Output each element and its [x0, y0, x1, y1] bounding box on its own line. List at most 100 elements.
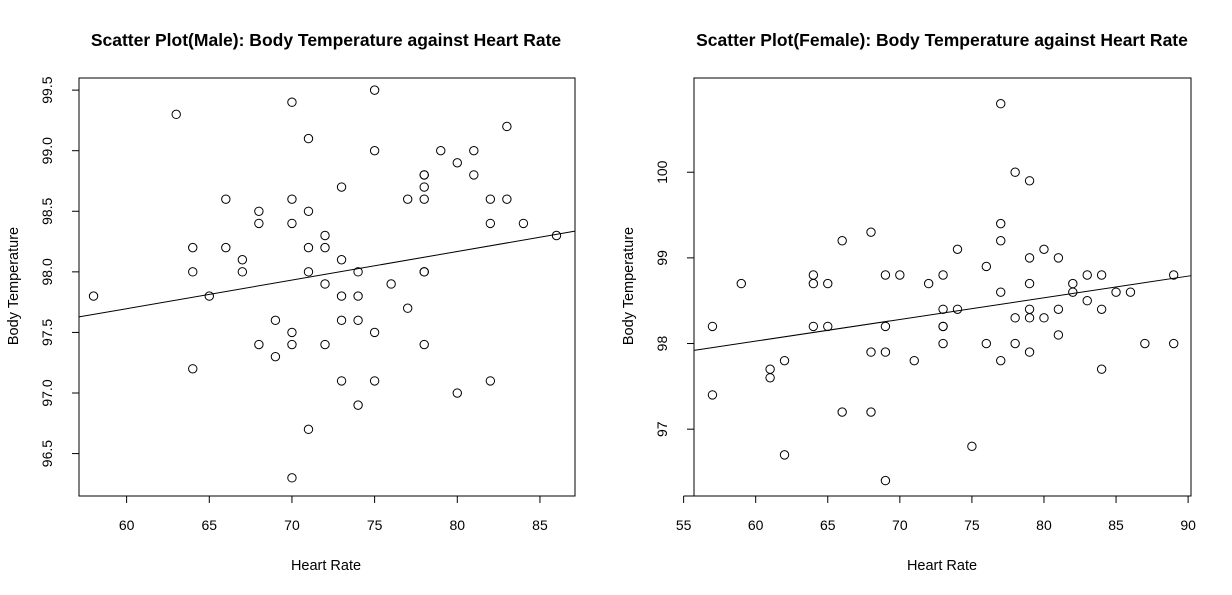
male-data-point [303, 424, 314, 435]
female-data-point [1169, 338, 1179, 349]
male-x-tick-label: 75 [367, 517, 383, 533]
female-data-point [1024, 278, 1035, 289]
female-data-point [765, 364, 775, 374]
female-data-point [707, 390, 718, 400]
male-data-point [419, 267, 429, 277]
female-data-point [779, 355, 790, 366]
male-data-point [303, 267, 314, 277]
female-axes: 55 60 65 70 75 80 85 90 97 98 99 100 [654, 160, 1196, 533]
male-data-point [287, 327, 297, 338]
female-data-point [1169, 270, 1179, 280]
female-data-point [923, 278, 934, 289]
female-data-point [837, 407, 847, 417]
female-data-point [1010, 338, 1020, 349]
female-data-point [1024, 253, 1035, 263]
male-data-point [353, 291, 363, 301]
female-x-tick-label: 70 [892, 517, 908, 533]
male-data-point [237, 255, 248, 265]
male-data-point [336, 376, 347, 386]
female-data-point [1125, 287, 1136, 297]
male-data-point [320, 339, 330, 350]
male-data-point [171, 109, 181, 120]
male-data-point [452, 388, 462, 398]
female-data-point [866, 227, 876, 237]
male-data-point [402, 194, 413, 204]
female-data-point [823, 321, 833, 332]
male-x-axis-label: Heart Rate [291, 558, 361, 574]
male-y-tick-label: 98.5 [39, 197, 55, 224]
female-y-tick-label: 98 [654, 336, 670, 352]
female-data-point [1053, 304, 1064, 314]
female-data-point [707, 321, 718, 332]
male-data-point [287, 473, 297, 483]
male-data-point [402, 303, 413, 313]
male-data-point [88, 291, 99, 301]
male-data-point [237, 267, 248, 277]
female-x-tick-label: 85 [1108, 517, 1124, 533]
female-data-point [996, 287, 1006, 297]
female-data-point [823, 278, 833, 289]
female-data-point [1010, 167, 1020, 177]
male-data-point [336, 315, 347, 326]
female-data-point [996, 218, 1006, 229]
male-y-tick-label: 98.0 [39, 258, 55, 285]
female-data-point [938, 338, 948, 349]
female-x-tick-label: 60 [748, 517, 764, 533]
female-data-point [1053, 330, 1064, 340]
male-y-tick-label: 96.5 [39, 440, 55, 467]
female-data-point [1140, 338, 1150, 349]
female-data-point [938, 270, 948, 280]
female-data-point [837, 236, 847, 246]
male-data-point [353, 315, 363, 326]
male-data-point [221, 194, 231, 204]
female-x-tick-label: 75 [964, 517, 980, 533]
female-data-point [1096, 364, 1107, 374]
male-data-point [254, 218, 264, 229]
female-data-point [1024, 304, 1035, 314]
male-data-point [369, 376, 380, 386]
female-data-point [1096, 270, 1107, 280]
male-y-tick-label: 97.0 [39, 379, 55, 406]
male-data-point [369, 85, 380, 95]
female-data-point [1068, 278, 1078, 289]
male-data-point [303, 206, 314, 216]
female-data-point [880, 270, 891, 280]
female-x-tick-label: 55 [676, 517, 692, 533]
female-y-tick-label: 99 [654, 250, 670, 266]
male-data-point [336, 255, 347, 265]
female-data-point [1024, 313, 1035, 323]
female-data-point [996, 236, 1006, 246]
male-data-point [452, 158, 462, 168]
male-data-point [336, 291, 347, 301]
male-data-point [270, 351, 281, 362]
female-data-point [967, 441, 977, 452]
male-points [88, 85, 562, 483]
male-data-point [369, 327, 380, 338]
female-data-point [1082, 296, 1092, 306]
female-data-point [779, 450, 790, 460]
male-data-point [419, 339, 429, 350]
female-points [707, 98, 1179, 486]
female-data-point [736, 278, 746, 289]
male-data-point [419, 182, 429, 192]
male-data-point [469, 145, 479, 156]
male-chart-title: Scatter Plot(Male): Body Temperature aga… [91, 30, 562, 50]
female-data-point [880, 321, 891, 332]
male-data-point [204, 291, 214, 301]
male-data-point [485, 218, 496, 229]
male-data-point [369, 145, 380, 156]
female-x-tick-label: 90 [1180, 517, 1196, 533]
male-y-axis-label: Body Temperature [6, 227, 22, 345]
male-data-point [469, 170, 479, 180]
female-data-point [866, 347, 876, 357]
male-y-tick-label: 99.5 [39, 76, 55, 103]
female-data-point [981, 338, 992, 349]
female-plot-frame [693, 77, 1192, 497]
female-data-point [880, 347, 891, 357]
female-data-point [880, 475, 891, 486]
female-data-point [1082, 270, 1092, 280]
male-axes: 60 65 70 75 80 85 96.5 97.0 97.5 98.0 98.5 99.0 99.5 [39, 76, 548, 533]
male-data-point [353, 400, 363, 410]
female-chart: Scatter Plot(Female): Body Temperature a… [621, 30, 1196, 574]
female-data-point [1053, 253, 1064, 263]
